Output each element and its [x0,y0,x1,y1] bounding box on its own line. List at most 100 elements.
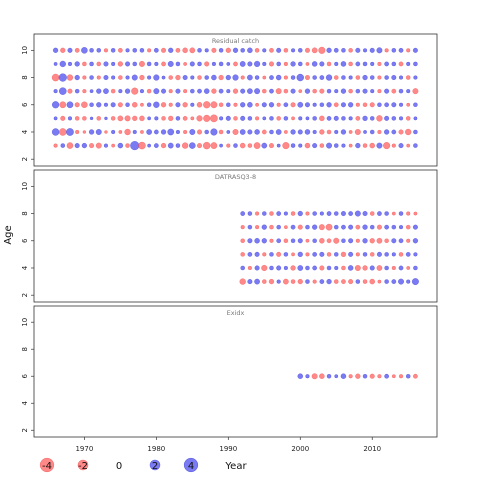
residual-point [325,223,333,231]
residual-point [269,211,274,216]
residual-point [325,74,333,81]
residual-point [348,238,354,244]
residual-point [247,238,253,244]
residual-point [391,279,397,284]
residual-point [146,61,152,67]
residual-point [391,48,397,53]
residual-point [305,224,310,230]
residual-point [319,265,325,271]
residual-point [175,129,181,135]
residual-point [340,373,347,379]
residual-point [247,129,253,135]
residual-point [297,101,304,108]
x-tick-label: 1980 [147,445,165,453]
residual-point [95,142,102,149]
residual-point [305,265,310,271]
residual-point [304,75,310,81]
residual-point [104,116,108,121]
residual-point [305,252,310,257]
residual-point [384,61,389,67]
residual-point [305,116,310,121]
y-tick-label: 8 [21,75,29,79]
residual-point [326,47,332,53]
residual-point [67,47,73,53]
residual-point [334,61,339,67]
residual-point [138,60,145,67]
residual-point [348,211,354,216]
residual-point [297,265,304,271]
residual-point [333,102,339,108]
residual-point [398,211,404,216]
residual-point [168,89,173,94]
residual-point [391,116,397,121]
residual-point [175,102,181,108]
residual-point [312,102,317,107]
residual-point [53,89,58,94]
residual-point [405,75,411,80]
residual-point [132,115,138,122]
residual-point [233,116,238,121]
residual-point [377,75,382,80]
residual-point [370,211,375,216]
residual-point [146,102,152,107]
residual-point [297,129,303,135]
residual-point [319,61,325,67]
panels: Residual catch246810DATRASQ3-8246810Exid… [21,33,438,438]
legend: -4 -2 0 2 4 Year [39,457,247,473]
residual-point [348,374,353,379]
residual-point [154,61,159,67]
residual-point [384,238,389,243]
residual-point [312,75,317,80]
panel-frame [33,169,438,303]
residual-point [203,141,211,150]
residual-point [312,265,318,271]
y-tick-label: 10 [21,182,29,191]
residual-point [411,278,419,286]
residual-point [110,116,116,121]
residual-point [290,102,296,108]
panel-2: Exidx 2 4 6 8 10 [21,305,438,438]
residual-point [406,48,411,53]
residual-point [89,89,94,94]
panel-1: DATRASQ3-8 2 4 6 8 10 [21,169,438,303]
residual-point [340,211,346,217]
residual-point [240,48,245,53]
residual-point [384,115,390,121]
residual-point [391,75,397,81]
residual-point [326,374,332,379]
residual-point [283,75,288,80]
residual-point [96,48,101,53]
residual-point [319,143,325,148]
residual-point [74,74,80,81]
residual-point [362,48,368,53]
residual-point [204,61,210,67]
residual-point [81,47,88,54]
residual-point [283,130,288,134]
residual-point [269,116,274,121]
residual-point [312,143,318,149]
residual-point [406,266,411,270]
residual-point [334,374,339,379]
residual-point [96,61,101,67]
residual-point [319,129,325,135]
residual-point [161,61,166,67]
residual-point [153,47,159,53]
residual-point [312,238,317,243]
residual-point [297,238,303,244]
residual-point [240,75,245,80]
residual-point [226,62,231,66]
residual-point [125,75,130,80]
residual-point [384,265,389,271]
residual-point [413,129,418,135]
residual-point [247,47,253,54]
residual-point [118,89,123,94]
residual-point [326,116,332,121]
residual-point [391,143,396,148]
residual-point [297,373,304,379]
residual-point [196,115,203,122]
residual-point [233,143,238,148]
residual-point [362,238,368,244]
residual-point [391,129,397,135]
residual-point [348,75,353,80]
residual-point [204,75,209,80]
